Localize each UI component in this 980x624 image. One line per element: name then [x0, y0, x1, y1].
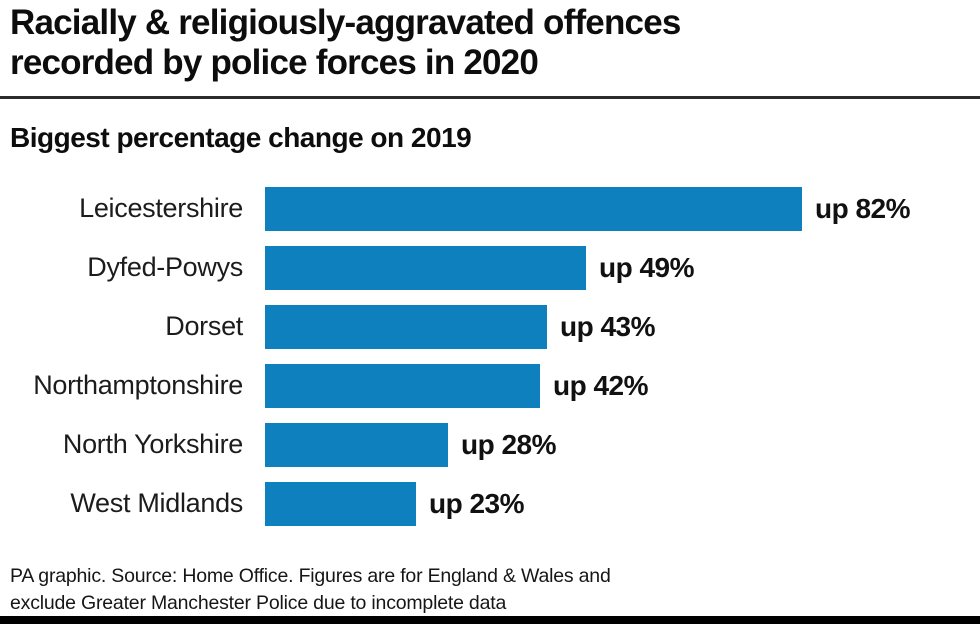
title-divider-rule — [0, 96, 980, 99]
category-label: Leicestershire — [79, 193, 243, 223]
category-label: North Yorkshire — [62, 429, 243, 459]
chart-row: Dyfed-Powys up 49% — [0, 238, 980, 297]
bar-north-yorkshire — [265, 422, 448, 467]
value-label: up 23% — [429, 487, 525, 519]
source-note-line1: PA graphic. Source: Home Office. Figures… — [10, 565, 611, 587]
value-label: up 42% — [553, 369, 649, 401]
category-label: West Midlands — [70, 488, 243, 518]
bar-northamptonshire — [265, 363, 540, 408]
chart-row: Dorset up 43% — [0, 297, 980, 356]
category-label: Northamptonshire — [33, 370, 243, 400]
value-label: up 49% — [599, 251, 695, 283]
chart-row: Northamptonshire up 42% — [0, 356, 980, 415]
chart-title-line1: Racially & religiously-aggravated offenc… — [10, 3, 681, 42]
value-label: up 82% — [815, 192, 911, 224]
bar-chart: Leicestershire up 82% Dyfed-Powys up 49%… — [0, 179, 980, 533]
chart-title: Racially & religiously-aggravated offenc… — [10, 3, 681, 83]
source-note-line2: exclude Greater Manchester Police due to… — [10, 592, 507, 614]
chart-row: North Yorkshire up 28% — [0, 415, 980, 474]
bar-west-midlands — [265, 481, 416, 526]
bar-dorset — [265, 304, 547, 349]
bar-dyfed-powys — [265, 245, 586, 290]
bar-leicestershire — [265, 186, 802, 231]
chart-subtitle: Biggest percentage change on 2019 — [10, 122, 472, 153]
bottom-black-strip — [0, 616, 980, 624]
chart-title-line2: recorded by police forces in 2020 — [10, 43, 539, 82]
chart-row: West Midlands up 23% — [0, 474, 980, 533]
value-label: up 43% — [560, 310, 656, 342]
category-label: Dorset — [165, 311, 243, 341]
value-label: up 28% — [461, 428, 557, 460]
source-note: PA graphic. Source: Home Office. Figures… — [10, 563, 611, 617]
category-label: Dyfed-Powys — [87, 252, 243, 282]
chart-row: Leicestershire up 82% — [0, 179, 980, 238]
